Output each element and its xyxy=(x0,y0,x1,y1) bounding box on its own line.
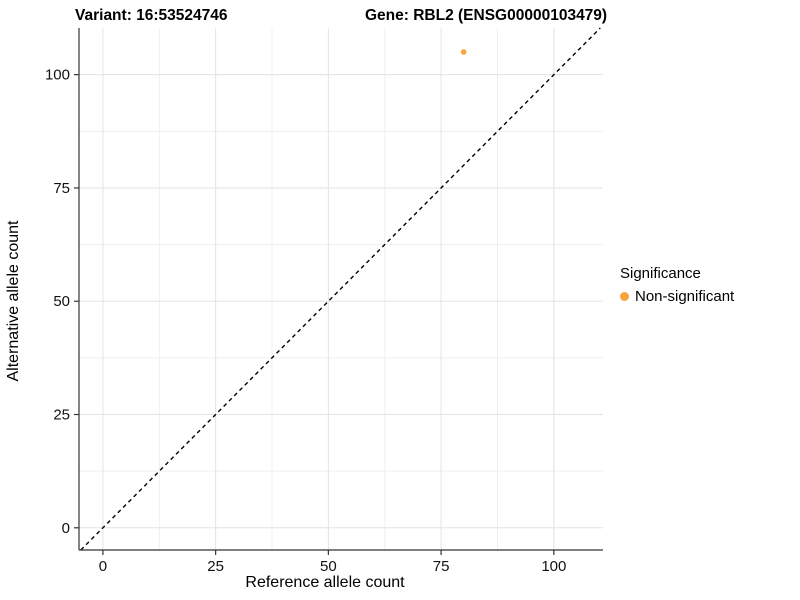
x-tick-label: 75 xyxy=(433,558,450,575)
y-tick-label: 100 xyxy=(45,67,70,84)
y-tick-label: 0 xyxy=(62,520,70,537)
y-tick-label: 75 xyxy=(53,180,70,197)
y-tick-label: 50 xyxy=(53,293,70,310)
data-point xyxy=(460,49,467,55)
y-axis-label: Alternative allele count xyxy=(5,220,22,382)
x-tick-label: 50 xyxy=(320,558,337,575)
legend-item-label: Non-significant xyxy=(635,288,735,305)
x-tick-label: 0 xyxy=(99,558,107,575)
legend: Significance Non-significant xyxy=(620,265,734,305)
y-tick-label: 25 xyxy=(53,407,70,424)
identity-dashed-line xyxy=(80,27,601,551)
legend-point-icon xyxy=(620,292,629,301)
x-axis-label: Reference allele count xyxy=(245,574,405,591)
plot-title-gene: Gene: RBL2 (ENSG00000103479) xyxy=(365,7,608,24)
x-tick-label: 25 xyxy=(207,558,224,575)
legend-title: Significance xyxy=(620,265,701,282)
plot-title-variant: Variant: 16:53524746 xyxy=(75,7,228,24)
x-tick-label: 100 xyxy=(541,558,566,575)
legend-item-non-significant: Non-significant xyxy=(620,288,734,305)
